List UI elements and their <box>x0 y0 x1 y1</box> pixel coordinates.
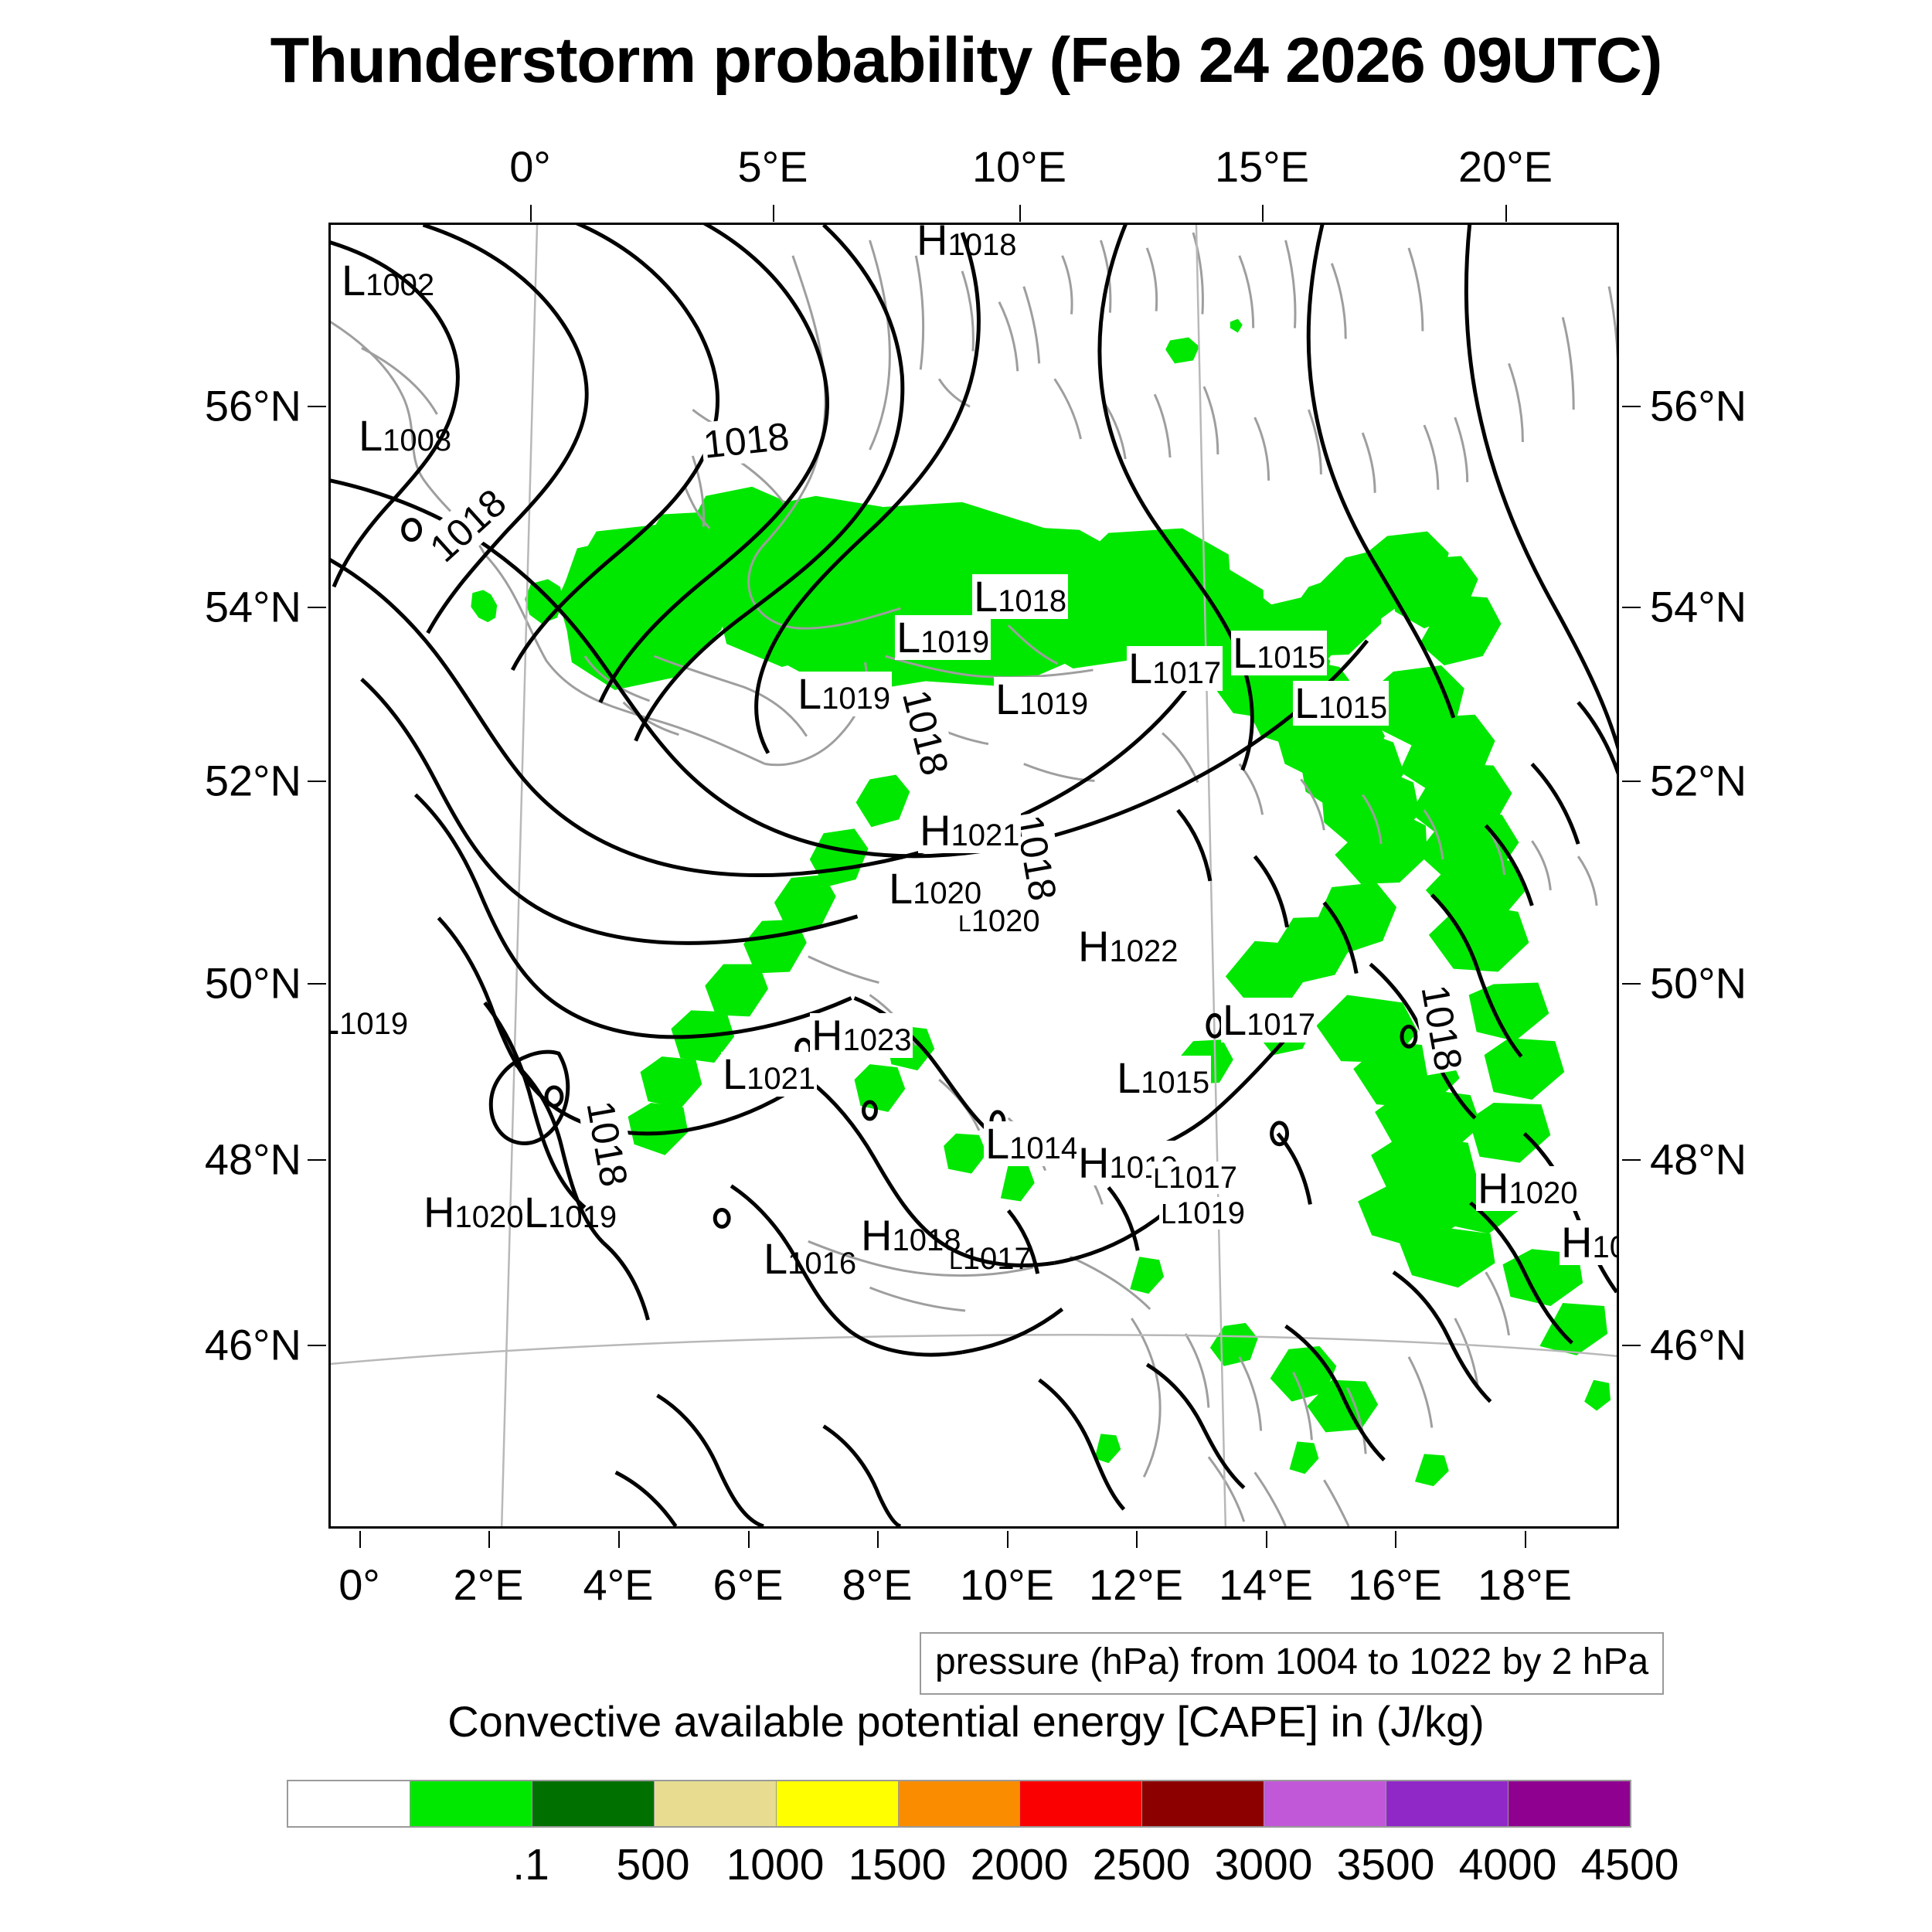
contour-label-1018-b: 1018 <box>699 413 793 468</box>
pressure-center-L-1015-c: L1015 <box>1115 1053 1212 1102</box>
left-axis-label-2: 52°N <box>204 756 301 805</box>
cape-shading-layer <box>471 318 1611 1487</box>
pressure-center-L-1015-b: L1015 <box>1293 679 1389 727</box>
bottom-axis-label-8: 16°E <box>1347 1560 1443 1609</box>
pressure-center-L-1017-c: L1017 <box>1151 1161 1240 1195</box>
colorbar-tick-7: 3500 <box>1336 1840 1435 1889</box>
pressure-center-L-1017-a: L1017 <box>1127 644 1223 692</box>
right-axis-label-1: 54°N <box>1650 582 1747 631</box>
colorbar-tick-4: 2000 <box>970 1840 1069 1889</box>
pressure-center-L-1019-c: L1019 <box>994 675 1090 723</box>
colorbar-swatch-5 <box>897 1781 1020 1826</box>
cape-caption: Convective available potential energy [C… <box>447 1697 1485 1746</box>
left-axis-label-4: 48°N <box>204 1134 301 1184</box>
right-axis-label-5: 46°N <box>1650 1320 1747 1369</box>
right-axis-label-2: 52°N <box>1650 756 1747 805</box>
top-axis-label-0: 0° <box>509 142 551 191</box>
colorbar-tick-9: 4500 <box>1580 1840 1679 1889</box>
bottom-axis-label-2: 4°E <box>583 1560 654 1609</box>
bottom-axis-label-7: 14°E <box>1218 1560 1314 1609</box>
pressure-center-H-1021: H1021 <box>918 806 1022 855</box>
colorbar-tick-labels: .1 500 1000 1500 2000 2500 3000 3500 400… <box>287 1839 1679 1901</box>
colorbar-swatch-7 <box>1141 1781 1264 1826</box>
pressure-center-L-1019-c2: L1019 <box>331 998 409 1041</box>
page-title: Thunderstorm probability (Feb 24 2026 09… <box>270 24 1663 96</box>
pressure-center-H-1023: H1023 <box>810 1011 913 1060</box>
pressure-center-H-102: H102 <box>1560 1220 1617 1265</box>
pressure-center-H-1020-b: H1020 <box>423 1188 524 1236</box>
colorbar-swatch-9 <box>1386 1781 1509 1826</box>
colorbar-tick-5: 2500 <box>1092 1840 1191 1889</box>
colorbar-tick-2: 1000 <box>726 1840 825 1889</box>
pressure-contour-note: pressure (hPa) from 1004 to 1022 by 2 hP… <box>920 1632 1665 1695</box>
pressure-center-L-1016: L1016 <box>764 1234 857 1283</box>
left-axis-label-5: 46°N <box>204 1320 301 1369</box>
bottom-axis-label-0: 0° <box>338 1560 380 1609</box>
pressure-center-L-1014: L1014 <box>984 1119 1080 1168</box>
colorbar-tick-3: 1500 <box>848 1840 947 1889</box>
bottom-axis-label-3: 6°E <box>713 1560 784 1609</box>
pressure-center-L-1008: L1008 <box>359 411 452 460</box>
bottom-axis-label-1: 2°E <box>453 1560 524 1609</box>
right-axis-label-4: 48°N <box>1650 1134 1747 1184</box>
pressure-center-L-1017-d: L1017 <box>949 1242 1032 1276</box>
bottom-axis-label-9: 18°E <box>1477 1560 1573 1609</box>
colorbar-swatch-4 <box>775 1781 898 1826</box>
pressure-center-L-1015-a: L1015 <box>1231 628 1328 677</box>
colorbar-tick-8: 4000 <box>1458 1840 1557 1889</box>
cape-colorbar[interactable] <box>287 1780 1631 1828</box>
colorbar-swatch-8 <box>1264 1781 1386 1826</box>
bottom-axis-label-6: 12°E <box>1088 1560 1184 1609</box>
pressure-center-H-1018: H1018 <box>917 223 1017 264</box>
left-axis-label-1: 54°N <box>204 582 301 631</box>
top-axis-label-4: 20°E <box>1458 142 1553 191</box>
pressure-center-H-1018: H1018 <box>861 1211 961 1260</box>
colorbar-swatch-10 <box>1508 1781 1630 1826</box>
top-axis-label-1: 5°E <box>737 142 808 191</box>
left-axis-label-0: 56°N <box>204 381 301 430</box>
pressure-center-L-1019-e: L1019 <box>524 1188 617 1236</box>
right-axis-label-0: 56°N <box>1650 381 1747 430</box>
left-axis-label-3: 50°N <box>204 958 301 1008</box>
colorbar-tick-0: .1 <box>512 1840 549 1889</box>
bottom-axis-label-4: 8°E <box>842 1560 913 1609</box>
colorbar-swatch-1 <box>409 1781 532 1826</box>
colorbar-swatch-6 <box>1019 1781 1142 1826</box>
pressure-center-L-1019-a: L1019 <box>895 613 992 662</box>
pressure-center-L-1018: L1018 <box>972 572 1069 621</box>
pressure-center-L-1020-a: L1020 <box>887 864 984 913</box>
colorbar-swatch-2 <box>531 1781 654 1826</box>
pressure-center-L-1019-b: L1019 <box>796 669 893 718</box>
pressure-center-H-1022: H1022 <box>1077 922 1180 971</box>
pressure-center-L-1017-b: L1017 <box>1221 995 1318 1044</box>
pressure-center-type: L <box>342 256 366 304</box>
pressure-center-L-1002: L1002 <box>342 259 434 302</box>
colorbar-swatch-0 <box>288 1781 410 1826</box>
weather-map[interactable]: 1018 1018 1018 1018 1018 1018 L1002 L100… <box>328 223 1619 1529</box>
colorbar-swatch-3 <box>653 1781 776 1826</box>
pressure-center-L-1020-b: L1020 <box>957 904 1042 938</box>
top-axis-label-2: 10°E <box>971 142 1067 191</box>
pressure-center-H-1020-a: H1020 <box>1476 1164 1580 1213</box>
bottom-axis-label-5: 10°E <box>959 1560 1055 1609</box>
colorbar-tick-1: 500 <box>616 1840 690 1889</box>
pressure-center-value: 1002 <box>366 268 435 302</box>
right-axis-label-3: 50°N <box>1650 958 1747 1008</box>
pressure-center-L-1019-d: L1019 <box>1159 1196 1247 1230</box>
top-axis-label-3: 15°E <box>1214 142 1310 191</box>
pressure-center-L-1021: L1021 <box>721 1049 818 1098</box>
colorbar-tick-6: 3000 <box>1214 1840 1313 1889</box>
